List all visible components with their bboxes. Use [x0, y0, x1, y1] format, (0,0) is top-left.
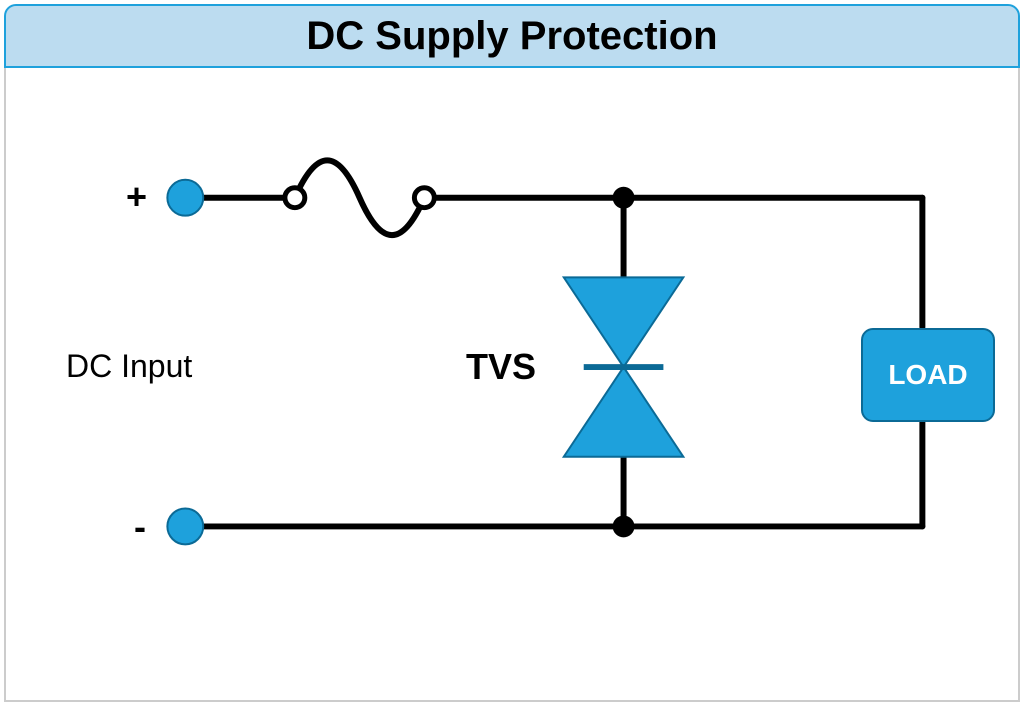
load-label: LOAD	[888, 359, 967, 391]
minus-label: -	[134, 506, 146, 548]
load-box: LOAD	[861, 328, 995, 422]
tvs-label: TVS	[466, 346, 536, 388]
fuse-end-right	[414, 188, 434, 208]
terminal-plus	[167, 180, 203, 216]
wires	[185, 160, 922, 526]
fuse-arc	[295, 160, 424, 235]
terminal-minus	[167, 509, 203, 545]
tvs-tri-bottom	[564, 367, 684, 457]
diagram-container: DC Supply Protection	[0, 0, 1024, 706]
title-bar: DC Supply Protection	[4, 4, 1020, 68]
body-panel: + - DC Input TVS LOAD	[4, 68, 1020, 702]
fuse-end-left	[285, 188, 305, 208]
tvs-tri-top	[564, 277, 684, 367]
node-bottom	[613, 515, 635, 537]
title-text: DC Supply Protection	[306, 14, 717, 59]
dc-input-label: DC Input	[66, 348, 192, 385]
plus-label: +	[126, 176, 147, 218]
node-top	[613, 187, 635, 209]
tvs-diode	[564, 277, 684, 456]
